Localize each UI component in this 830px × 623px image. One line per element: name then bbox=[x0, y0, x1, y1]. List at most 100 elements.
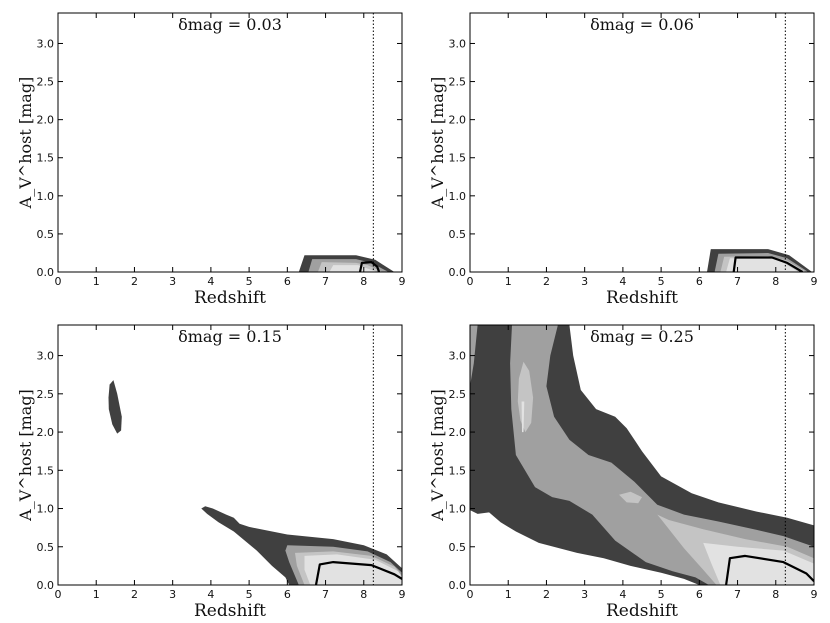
panel-title: δmag = 0.25 bbox=[590, 327, 694, 346]
plot-area bbox=[707, 249, 813, 272]
x-tick-label: 2 bbox=[131, 275, 138, 288]
x-tick-label: 7 bbox=[322, 588, 329, 601]
y-tick-label: 2.0 bbox=[449, 114, 467, 127]
plot-area bbox=[298, 255, 395, 272]
x-tick-label: 0 bbox=[55, 275, 62, 288]
region-level-1-1 bbox=[108, 380, 122, 434]
x-tick-label: 8 bbox=[360, 275, 367, 288]
y-tick-label: 2.0 bbox=[37, 114, 55, 127]
x-tick-label: 3 bbox=[581, 588, 588, 601]
y-tick-label: 1.5 bbox=[449, 152, 467, 165]
x-tick-label: 2 bbox=[543, 588, 550, 601]
x-tick-label: 8 bbox=[772, 275, 779, 288]
y-tick-label: 0.5 bbox=[449, 228, 467, 241]
y-axis-label: A_V^host [mag] bbox=[16, 77, 35, 210]
x-axis-label: Redshift bbox=[194, 288, 266, 308]
y-tick-label: 2.5 bbox=[449, 76, 467, 89]
x-tick-label: 9 bbox=[399, 588, 406, 601]
x-axis-label: Redshift bbox=[606, 288, 678, 308]
panel-1: 0 1 2 3 4 5 6 7 8 9 0.0 0.5 1.0 1.5 2.0 2.5 3.0 δmag = 0.… bbox=[16, 12, 406, 308]
x-tick-label: 4 bbox=[619, 588, 626, 601]
y-tick-label: 2.0 bbox=[37, 426, 55, 439]
y-tick-label: 0.0 bbox=[37, 266, 55, 279]
y-tick-label: 0.0 bbox=[449, 266, 467, 279]
region-level-4-8 bbox=[521, 401, 525, 433]
x-tick-label: 6 bbox=[696, 588, 703, 601]
panel-3: 0 1 2 3 4 5 6 7 8 9 0.0 0.5 1.0 1.5 2.0 2.5 3.0 δmag = 0.… bbox=[16, 324, 406, 621]
x-tick-label: 8 bbox=[772, 588, 779, 601]
x-tick-label: 7 bbox=[734, 588, 741, 601]
x-tick-label: 2 bbox=[543, 275, 550, 288]
contour-line bbox=[314, 560, 402, 585]
region-level-4-7 bbox=[703, 542, 814, 585]
x-tick-label: 7 bbox=[734, 275, 741, 288]
y-tick-label: 1.0 bbox=[37, 190, 55, 203]
region-level-4-4 bbox=[726, 258, 799, 272]
y-tick-label: 2.5 bbox=[37, 388, 55, 401]
y-tick-label: 3.0 bbox=[37, 350, 55, 363]
x-tick-label: 9 bbox=[811, 588, 818, 601]
contour-line bbox=[358, 261, 381, 272]
plot-frame bbox=[469, 324, 815, 586]
y-axis-label: A_V^host [mag] bbox=[428, 389, 447, 522]
y-tick-label: 1.0 bbox=[449, 503, 467, 516]
x-tick-label: 6 bbox=[696, 275, 703, 288]
plot-area bbox=[470, 325, 814, 585]
y-axis-label: A_V^host [mag] bbox=[428, 77, 447, 210]
region-level-3-5 bbox=[619, 491, 642, 504]
x-tick-label: 3 bbox=[169, 588, 176, 601]
y-tick-label: 0.5 bbox=[449, 541, 467, 554]
y-tick-label: 2.5 bbox=[37, 76, 55, 89]
x-tick-label: 0 bbox=[467, 275, 474, 288]
plot-frame bbox=[57, 12, 403, 273]
y-tick-label: 0.0 bbox=[449, 579, 467, 592]
x-tick-label: 5 bbox=[246, 275, 253, 288]
plot-frame bbox=[57, 324, 403, 586]
y-tick-label: 0.5 bbox=[37, 228, 55, 241]
contour-line bbox=[725, 554, 814, 585]
x-tick-label: 1 bbox=[93, 588, 100, 601]
y-tick-label: 3.0 bbox=[37, 37, 55, 50]
panel-title: δmag = 0.06 bbox=[590, 15, 694, 34]
y-tick-label: 1.5 bbox=[37, 464, 55, 477]
x-tick-label: 6 bbox=[284, 275, 291, 288]
x-axis-label: Redshift bbox=[194, 601, 266, 621]
panel-2: 0 1 2 3 4 5 6 7 8 9 0.0 0.5 1.0 1.5 2.0 2.5 3.0 δmag = 0.… bbox=[428, 12, 818, 308]
y-axis-label: A_V^host [mag] bbox=[16, 389, 35, 522]
y-tick-label: 1.5 bbox=[449, 464, 467, 477]
y-tick-label: 1.5 bbox=[37, 152, 55, 165]
x-tick-label: 3 bbox=[169, 275, 176, 288]
x-tick-label: 4 bbox=[619, 275, 626, 288]
x-tick-label: 4 bbox=[207, 275, 214, 288]
y-tick-label: 2.0 bbox=[449, 426, 467, 439]
y-tick-label: 0.5 bbox=[37, 541, 55, 554]
y-tick-label: 1.0 bbox=[37, 503, 55, 516]
x-tick-label: 8 bbox=[360, 588, 367, 601]
plot-area bbox=[108, 380, 402, 585]
x-tick-label: 9 bbox=[811, 275, 818, 288]
x-tick-label: 0 bbox=[55, 588, 62, 601]
panel-4: 0 1 2 3 4 5 6 7 8 9 0.0 0.5 1.0 1.5 2.0 2.5 3.0 δmag = 0.… bbox=[428, 324, 818, 621]
region-level-3-4 bbox=[517, 361, 534, 433]
panel-title: δmag = 0.15 bbox=[178, 327, 282, 346]
x-axis-label: Redshift bbox=[606, 601, 678, 621]
x-tick-label: 7 bbox=[322, 275, 329, 288]
y-tick-label: 3.0 bbox=[449, 37, 467, 50]
x-tick-label: 5 bbox=[246, 588, 253, 601]
y-tick-label: 0.0 bbox=[37, 579, 55, 592]
x-tick-label: 2 bbox=[131, 588, 138, 601]
region-level-1-1 bbox=[470, 325, 814, 585]
y-tick-label: 2.5 bbox=[449, 388, 467, 401]
x-tick-label: 5 bbox=[658, 275, 665, 288]
x-tick-label: 5 bbox=[658, 588, 665, 601]
x-tick-label: 1 bbox=[93, 275, 100, 288]
x-tick-label: 6 bbox=[284, 588, 291, 601]
x-tick-label: 9 bbox=[399, 275, 406, 288]
plot-frame bbox=[469, 12, 815, 273]
x-tick-label: 1 bbox=[505, 275, 512, 288]
region-level-4-4 bbox=[329, 265, 378, 272]
panel-title: δmag = 0.03 bbox=[178, 15, 282, 34]
x-tick-label: 4 bbox=[207, 588, 214, 601]
x-tick-label: 0 bbox=[467, 588, 474, 601]
